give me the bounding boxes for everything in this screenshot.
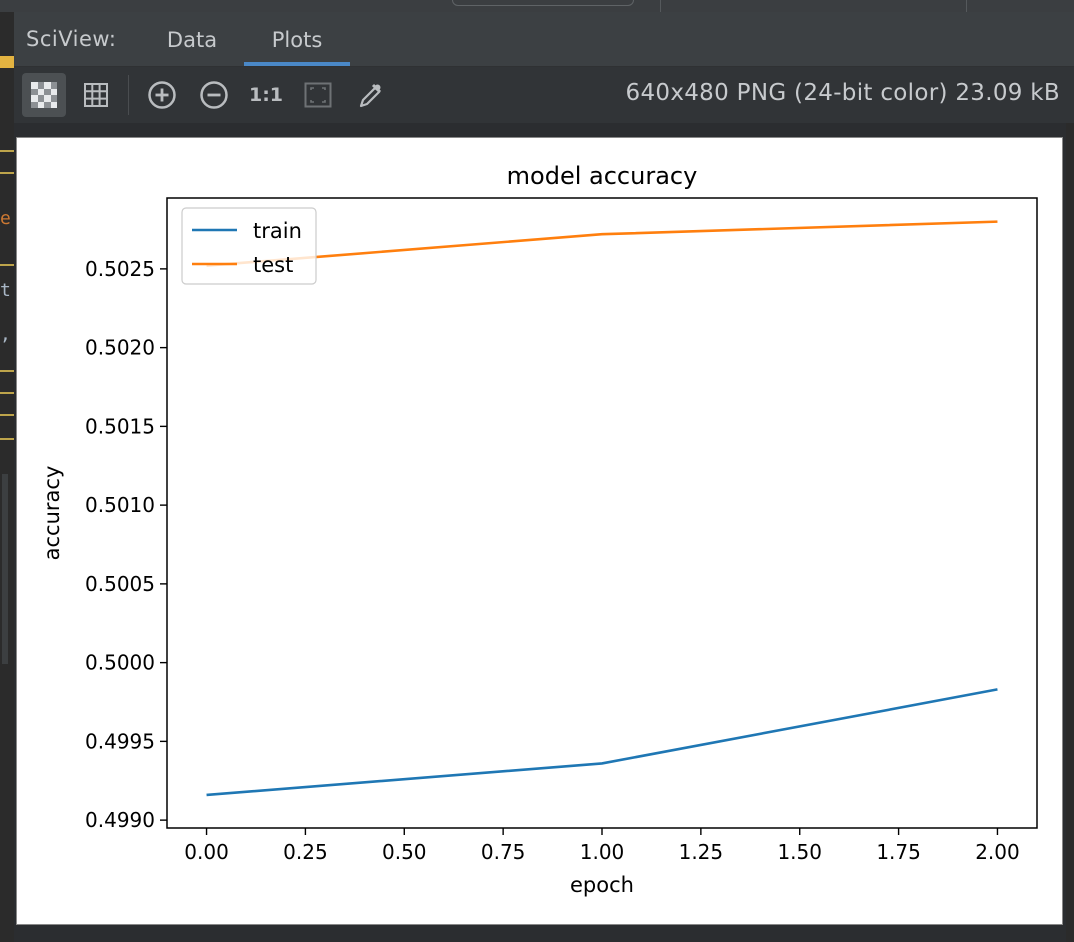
chessboard-button[interactable] [22, 73, 66, 117]
x-tick-label: 2.00 [975, 840, 1020, 864]
top-divider [966, 0, 967, 12]
sciview-label: SciView: [26, 27, 117, 51]
y-axis-label: accuracy [40, 466, 64, 561]
y-tick-label: 0.4995 [85, 729, 155, 753]
zoom-out-button[interactable] [192, 73, 236, 117]
y-tick-label: 0.5010 [85, 493, 155, 517]
gutter-marker [0, 370, 14, 372]
x-axis-label: epoch [570, 873, 634, 897]
y-tick-label: 0.5020 [85, 336, 155, 360]
window-top-strip [0, 0, 1074, 12]
x-tick-label: 0.50 [382, 840, 427, 864]
gutter-marker [0, 150, 14, 152]
x-tick-label: 0.00 [184, 840, 229, 864]
series-line-train [206, 688, 998, 797]
gutter-panel-edge [2, 474, 8, 664]
editor-gutter: e t , [0, 12, 14, 942]
top-search-pill[interactable] [452, 0, 634, 6]
y-tick-label: 0.5025 [85, 257, 155, 281]
gutter-marker [0, 56, 14, 68]
gutter-marker [0, 264, 14, 266]
y-tick-label: 0.5015 [85, 414, 155, 438]
legend-label-test: test [253, 253, 293, 277]
y-tick-label: 0.5005 [85, 572, 155, 596]
image-info: 640x480 PNG (24-bit color) 23.09 kB [625, 80, 1060, 106]
fit-frame-button[interactable] [296, 73, 340, 117]
fit-frame-icon [304, 82, 332, 108]
model-accuracy-chart: model accuracy 0.00 0.25 0.50 0.75 1.00 1.25 1.… [40, 162, 1038, 897]
toolbar-separator [128, 75, 129, 115]
gutter-marker [0, 172, 14, 174]
sciview-toolbar: 1:1 640x480 PNG (24-bit color) 23.09 kB [14, 67, 1074, 123]
x-tick-label: 1.75 [876, 840, 921, 864]
gutter-code-fragment: e [0, 208, 11, 229]
y-tick-label: 0.5000 [85, 651, 155, 675]
gutter-marker [0, 392, 14, 394]
color-picker-button[interactable] [348, 73, 392, 117]
x-tick-label: 1.00 [580, 840, 625, 864]
gutter-code-fragment: t [0, 280, 11, 301]
right-edge [1066, 12, 1074, 942]
y-tick-label: 0.4990 [85, 808, 155, 832]
grid-icon [84, 83, 108, 107]
actual-size-icon: 1:1 [248, 84, 284, 106]
color-picker-icon [359, 83, 382, 108]
plot-area-frame [166, 197, 1038, 829]
x-tick-label: 0.25 [283, 840, 328, 864]
zoom-out-icon [200, 81, 228, 109]
x-tick-label: 0.75 [481, 840, 526, 864]
actual-size-button[interactable]: 1:1 [244, 73, 288, 117]
zoom-in-icon [148, 81, 176, 109]
grid-button[interactable] [74, 73, 118, 117]
plot-image: model accuracy 0.00 0.25 0.50 0.75 1.00 1.25 1.… [16, 137, 1063, 925]
tab-plots[interactable]: Plots [244, 12, 350, 66]
x-tick-label: 1.25 [679, 840, 724, 864]
gutter-code-fragment: , [0, 324, 11, 345]
x-tick-label: 1.50 [777, 840, 822, 864]
gutter-marker [0, 438, 14, 440]
chart-title: model accuracy [507, 162, 698, 190]
legend-label-train: train [253, 219, 302, 243]
top-divider [660, 0, 661, 12]
gutter-marker [0, 414, 14, 416]
tab-data[interactable]: Data [166, 28, 218, 52]
sciview-tab-bar: SciView: Data Plots [14, 12, 1074, 67]
zoom-in-button[interactable] [140, 73, 184, 117]
series-line-test [206, 220, 998, 268]
chessboard-icon [31, 82, 57, 108]
